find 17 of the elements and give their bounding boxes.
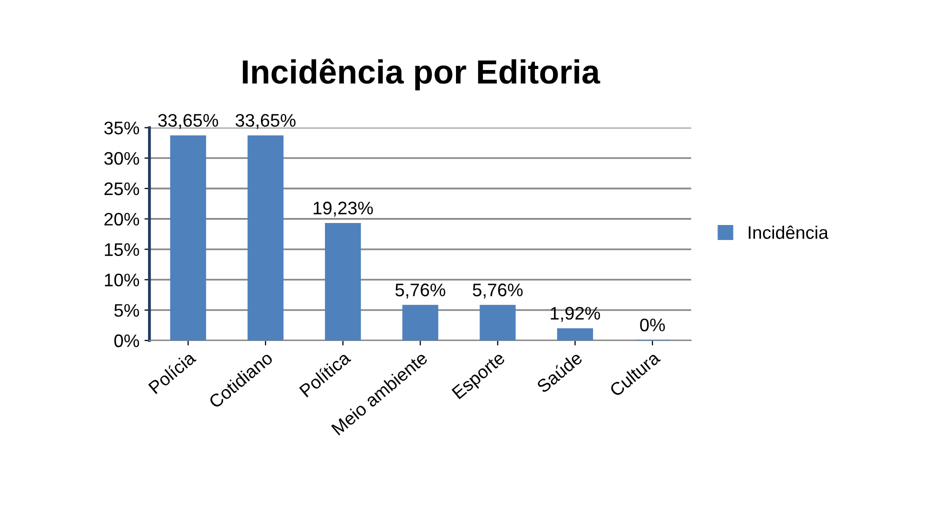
y-tick-label: 30% [104, 152, 140, 165]
data-label: 1,92% [550, 306, 600, 322]
legend-label: Incidência [748, 226, 828, 239]
y-tick-label: 25% [104, 182, 140, 196]
data-label: 33,65% [158, 114, 218, 129]
data-label: 5,76% [395, 284, 446, 298]
data-label: 19,23% [314, 202, 373, 217]
y-tick-label: 35% [104, 122, 140, 134]
data-label: 33,65% [236, 114, 296, 129]
data-label: 0% [640, 318, 665, 332]
y-tick-label: 15% [104, 243, 140, 256]
y-tick-label: 10% [104, 274, 140, 286]
y-tick-label: 0% [114, 334, 140, 348]
y-tick-label: 5% [114, 304, 140, 317]
chart-title: Incidência por Editoria [242, 58, 600, 90]
y-tick-label: 20% [104, 212, 140, 226]
data-label: 5,76% [472, 284, 523, 298]
